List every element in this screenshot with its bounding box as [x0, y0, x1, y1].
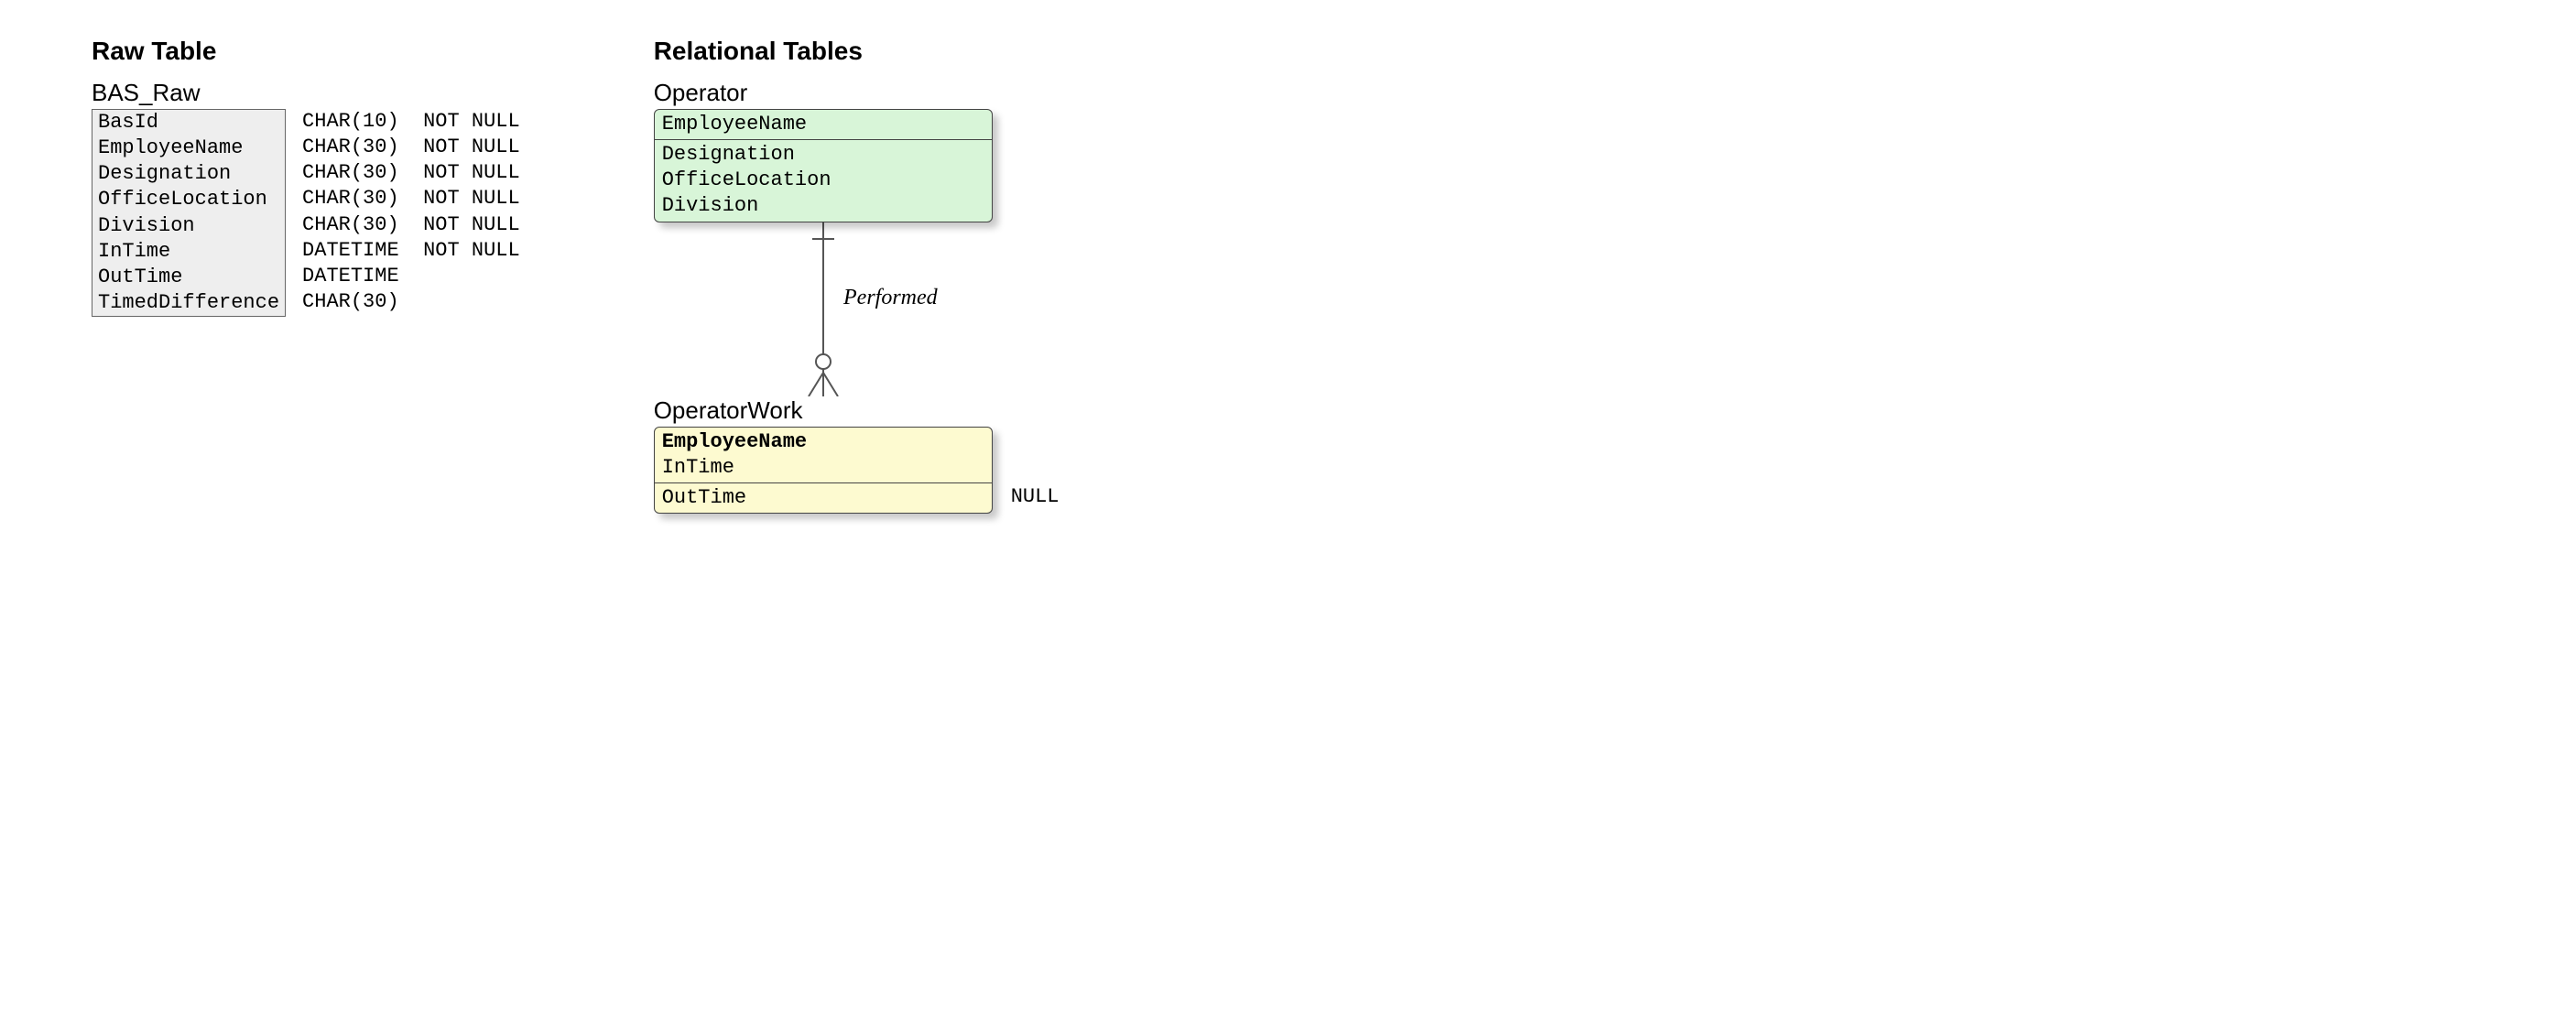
raw-column-type: CHAR(30) NOT NULL [297, 135, 526, 160]
raw-column-type: CHAR(30) NOT NULL [297, 212, 526, 238]
entity-pk-field: EmployeeName [662, 429, 984, 455]
raw-column-type: DATETIME [297, 264, 526, 289]
raw-table-section: Raw Table BAS_Raw BasIdEmployeeNameDesig… [92, 37, 526, 514]
entity-pk-field: EmployeeName [662, 112, 984, 137]
raw-column-name: EmployeeName [92, 136, 285, 161]
entity-attr-field: OutTime [662, 485, 984, 511]
raw-column-type: CHAR(30) NOT NULL [297, 160, 526, 186]
entity-attr-field: OfficeLocation [662, 168, 984, 193]
relationship-label: Performed [842, 286, 939, 309]
raw-table-box: BasIdEmployeeNameDesignationOfficeLocati… [92, 109, 286, 317]
raw-column-name: BasId [92, 110, 285, 136]
raw-section-title: Raw Table [92, 37, 526, 66]
raw-column-type: CHAR(10) NOT NULL [297, 109, 526, 135]
relational-section: Relational Tables Operator EmployeeName D… [654, 37, 1038, 514]
relationship-connector: Performed [654, 222, 1038, 396]
operatorwork-entity-title: OperatorWork [654, 396, 1038, 425]
entity-attr-field: Division [662, 193, 984, 219]
entity-attr-field: Designation [662, 142, 984, 168]
relational-section-title: Relational Tables [654, 37, 1038, 66]
operator-entity: EmployeeName DesignationOfficeLocationDiv… [654, 109, 993, 222]
raw-column-name: OutTime [92, 265, 285, 290]
raw-table-type-column: CHAR(10) NOT NULLCHAR(30) NOT NULLCHAR(3… [286, 109, 526, 315]
raw-column-name: TimedDifference [92, 290, 285, 316]
raw-column-type: CHAR(30) [297, 289, 526, 315]
operatorwork-entity: EmployeeNameInTime OutTime [654, 427, 993, 514]
raw-column-name: OfficeLocation [92, 187, 285, 212]
entity-pk-field: InTime [662, 455, 984, 481]
raw-column-type: DATETIME NOT NULL [297, 238, 526, 264]
raw-column-name: Designation [92, 161, 285, 187]
raw-column-name: InTime [92, 239, 285, 265]
raw-column-name: Division [92, 213, 285, 239]
null-annotation: NULL [1011, 485, 1060, 508]
raw-table-name: BAS_Raw [92, 79, 526, 107]
operator-entity-title: Operator [654, 79, 1038, 107]
raw-column-type: CHAR(30) NOT NULL [297, 186, 526, 211]
